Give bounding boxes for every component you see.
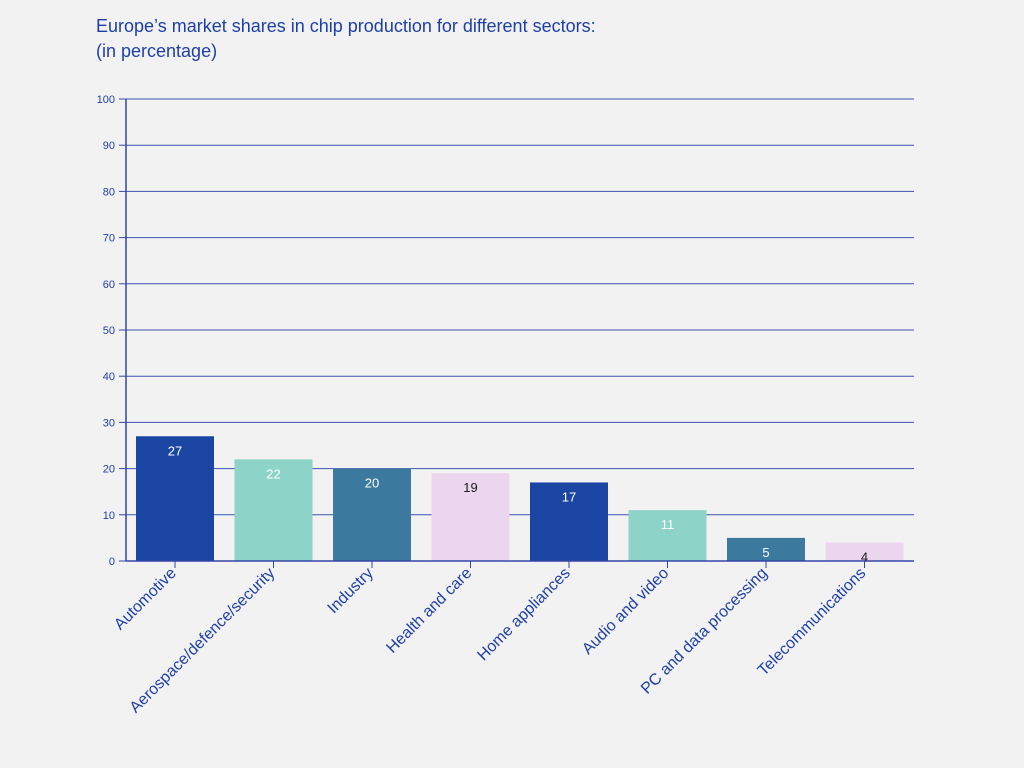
bar-value-label: 4: [861, 550, 868, 565]
bar-industry: [333, 468, 411, 561]
chart-subtitle: (in percentage): [96, 41, 218, 61]
bar-audio-and-video: [628, 510, 707, 561]
bar-value-label: 22: [266, 466, 280, 481]
bar-automotive: [136, 436, 214, 561]
x-tick-label: Home appliances: [474, 565, 573, 664]
bar-home-appliances: [530, 482, 608, 561]
bars: [136, 436, 904, 561]
chart-title: Europe’s market shares in chip productio…: [96, 16, 596, 36]
y-tick-label: 20: [103, 464, 115, 476]
bar-health-and-care: [431, 473, 510, 561]
bar-aerospace-defence-security: [234, 459, 313, 561]
y-tick-label: 60: [103, 279, 115, 291]
y-tick-label: 10: [103, 510, 115, 522]
y-tick-label: 70: [103, 233, 115, 245]
chart-title-block: Europe’s market shares in chip productio…: [96, 14, 596, 64]
bar-pc-and-data-processing: [727, 537, 805, 561]
axes: 0 10 20 30 40 50 60 70 80 90 100: [97, 94, 914, 568]
bar-value-label: 27: [168, 443, 182, 458]
y-tick-label: 80: [103, 186, 115, 198]
bar-value-label: 19: [463, 480, 477, 495]
bar-value-label: 11: [661, 517, 675, 532]
x-tick-label: Industry: [325, 565, 377, 617]
bar-value-label: 17: [562, 489, 576, 504]
bar-value-label: 5: [762, 545, 769, 560]
x-tick-label: Audio and video: [579, 565, 672, 658]
bar-telecommunications: [825, 542, 904, 561]
y-tick-label: 40: [103, 371, 115, 383]
x-tick-label: Telecommunications: [755, 565, 870, 680]
y-tick-label: 100: [97, 94, 115, 106]
y-tick-label: 0: [109, 556, 115, 568]
gridlines: [126, 98, 914, 516]
x-tick-label: Automotive: [111, 565, 180, 634]
x-tick-label: Health and care: [383, 565, 475, 657]
y-tick-label: 90: [103, 140, 115, 152]
y-tick-label: 30: [103, 417, 115, 429]
y-tick-label: 50: [103, 325, 115, 337]
bar-value-label: 20: [365, 476, 379, 491]
